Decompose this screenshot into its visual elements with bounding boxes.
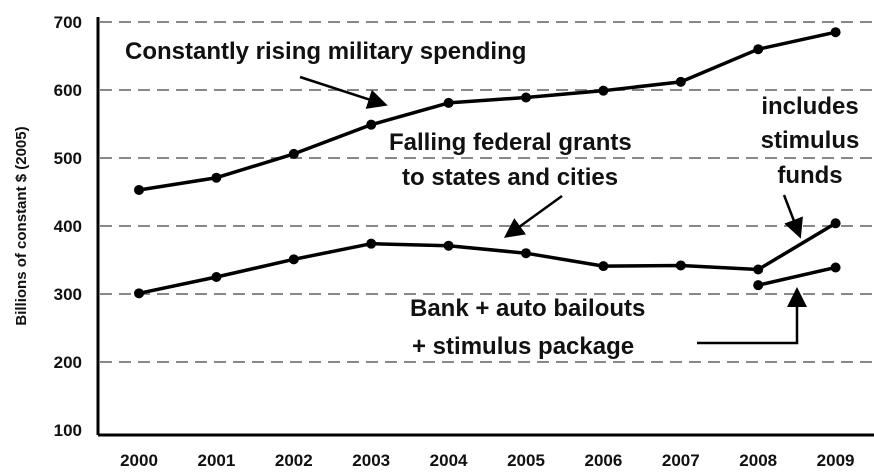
x-tick-label: 2007 xyxy=(662,451,700,470)
series-line-grants xyxy=(138,221,837,296)
data-point-grants xyxy=(830,218,841,229)
data-point-military xyxy=(288,148,299,159)
annotation-stimulus-line1: includes xyxy=(761,93,858,120)
series-line-bailouts xyxy=(757,265,836,287)
data-point-grants xyxy=(366,238,377,249)
annotation-grants-line1: Falling federal grants xyxy=(389,129,632,156)
data-point-bailouts xyxy=(830,262,841,273)
data-point-grants xyxy=(443,240,454,251)
data-point-military xyxy=(443,97,454,108)
y-tick-label: 700 xyxy=(54,13,82,32)
annotation-military: Constantly rising military spending xyxy=(125,38,526,65)
data-point-military xyxy=(211,172,222,183)
arrow-stimulus xyxy=(782,194,803,239)
annotation-arrows xyxy=(299,75,807,345)
y-tick-label: 400 xyxy=(54,217,82,236)
x-tick-label: 2001 xyxy=(197,451,235,470)
x-tick-label: 2003 xyxy=(352,451,390,470)
axis-layer xyxy=(96,17,874,437)
y-tick-label: 500 xyxy=(54,149,82,168)
x-tick-label: 2008 xyxy=(739,451,777,470)
series-layer xyxy=(134,27,841,299)
y-tick-label: 300 xyxy=(54,285,82,304)
annotations: Constantly rising military spending Fall… xyxy=(125,38,859,360)
x-tick-label: 2004 xyxy=(430,451,468,470)
annotation-stimulus-line2: stimulus xyxy=(761,127,860,154)
data-point-grants xyxy=(211,272,222,282)
data-point-grants xyxy=(521,248,531,259)
data-point-military xyxy=(675,76,686,87)
data-point-grants xyxy=(598,261,609,272)
data-point-military xyxy=(830,27,841,38)
data-point-grants xyxy=(675,260,686,271)
x-tick-label: 2009 xyxy=(817,451,855,470)
data-point-grants xyxy=(134,288,144,299)
arrow-bailouts xyxy=(697,287,807,345)
data-point-military xyxy=(521,92,531,103)
y-axis-label: Billions of constant $ (2005) xyxy=(13,126,30,325)
arrow-military xyxy=(299,75,388,109)
data-point-grants xyxy=(753,264,764,275)
annotation-bailouts-line2: + stimulus package xyxy=(412,333,634,360)
y-tick-label: 200 xyxy=(54,353,82,372)
annotation-bailouts-line1: Bank + auto bailouts xyxy=(410,295,645,322)
x-tick-label: 2005 xyxy=(507,451,545,470)
data-point-bailouts xyxy=(753,280,764,291)
arrow-grants xyxy=(503,194,563,238)
x-tick-labels: 2000 2001 2002 2003 2004 2005 2006 2007 2008 2009 xyxy=(120,451,854,470)
annotation-stimulus-line3: funds xyxy=(777,162,842,189)
grid-layer xyxy=(100,21,874,363)
x-tick-label: 2006 xyxy=(584,451,622,470)
data-point-military xyxy=(598,85,609,96)
data-point-military xyxy=(366,119,377,130)
x-tick-label: 2000 xyxy=(120,451,158,470)
y-tick-label: 600 xyxy=(54,81,82,100)
data-point-military xyxy=(134,184,144,195)
data-point-grants xyxy=(288,254,299,265)
y-tick-labels: 100 200 300 400 500 600 700 xyxy=(54,13,82,440)
series-line-military xyxy=(138,30,836,192)
x-tick-label: 2002 xyxy=(275,451,313,470)
annotation-grants-line2: to states and cities xyxy=(402,164,618,191)
data-point-military xyxy=(753,44,764,55)
y-tick-label: 100 xyxy=(54,421,82,440)
